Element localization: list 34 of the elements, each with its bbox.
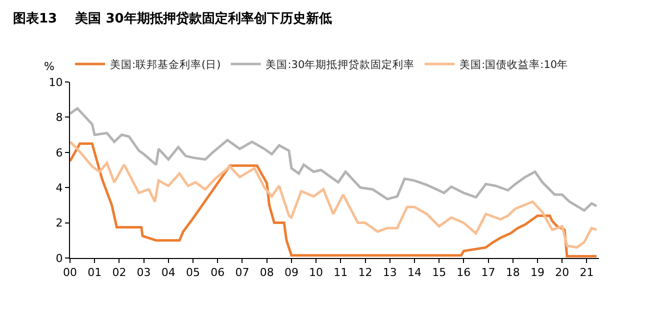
y-tick-label: 0 [56,252,63,265]
x-tick-label: 07 [235,266,250,280]
x-tick-label: 18 [506,266,520,280]
x-tick-label: 10 [309,266,324,280]
x-tick-label: 15 [432,266,446,280]
line-series [70,107,598,212]
x-tick-label: 00 [63,266,77,280]
x-tick-label: 06 [210,266,225,280]
x-tick-label: 05 [186,266,200,280]
x-tick-label: 21 [580,266,594,280]
x-tick-label: 01 [88,266,102,280]
x-tick-label: 20 [555,266,570,280]
x-tick-label: 14 [407,266,422,280]
x-tick-label: 19 [530,266,544,280]
legend-label: 美国:国债收益率:10年 [460,58,568,72]
y-tick-label: 6 [56,146,63,160]
x-tick-label: 04 [161,266,176,280]
y-tick-label: 4 [56,181,63,194]
x-tick-label: 02 [112,266,126,280]
chart-title: 图表13 美国 30年期抵押贷款固定利率创下历史新低 [12,10,332,26]
y-tick-label: 2 [56,216,63,230]
legend-label: 美国:联邦基金利率(日) [110,58,221,72]
y-tick-label: 8 [56,111,63,124]
x-tick-label: 17 [481,266,496,280]
y-tick-label: 10 [48,76,63,89]
x-tick-label: 08 [260,266,274,280]
x-tick-label: 11 [334,266,348,280]
x-tick-label: 16 [456,266,471,280]
x-tick-label: 13 [382,266,397,280]
x-tick-label: 09 [284,266,298,280]
x-tick-label: 12 [358,266,372,280]
legend-label: 美国:30年期抵押贷款固定利率 [266,58,415,72]
x-tick-label: 03 [136,266,151,280]
y-axis-title: % [44,60,54,73]
